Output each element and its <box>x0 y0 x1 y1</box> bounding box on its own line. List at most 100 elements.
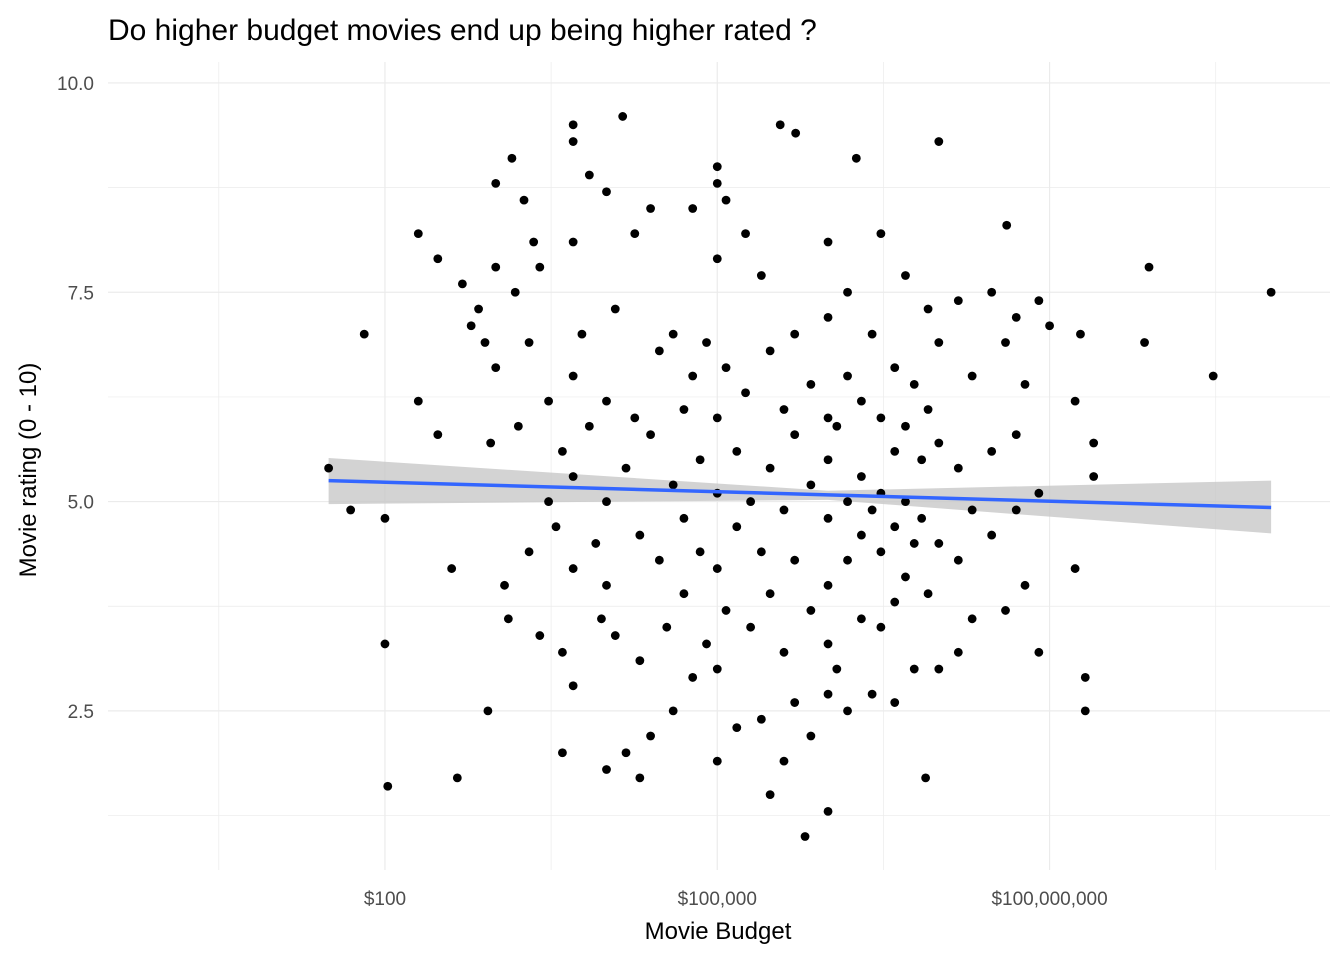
data-point <box>1011 430 1021 440</box>
data-point <box>779 756 789 766</box>
data-point <box>823 689 833 699</box>
data-point <box>602 396 611 406</box>
data-point <box>953 647 963 657</box>
data-point <box>535 631 545 640</box>
data-point <box>987 287 997 297</box>
data-point <box>876 413 886 423</box>
data-point <box>654 555 664 565</box>
x-axis-title: Movie Budget <box>645 918 792 945</box>
data-point <box>712 254 722 264</box>
data-point <box>568 137 578 146</box>
data-point <box>630 229 640 239</box>
data-point <box>876 547 886 557</box>
data-point <box>746 622 756 632</box>
data-point <box>1080 706 1090 716</box>
data-point <box>856 472 866 481</box>
data-point <box>1266 287 1276 297</box>
data-point <box>679 405 689 414</box>
data-point <box>765 463 775 473</box>
data-point <box>524 547 534 557</box>
data-point <box>823 413 833 423</box>
data-point <box>901 271 910 280</box>
data-point <box>524 338 534 347</box>
y-tick-label: 2.5 <box>68 702 94 723</box>
data-point <box>867 505 877 515</box>
data-point <box>513 421 523 431</box>
data-point <box>1034 296 1044 306</box>
data-point <box>1034 488 1044 498</box>
data-point <box>558 446 567 456</box>
data-point <box>876 622 886 632</box>
data-point <box>832 664 842 674</box>
data-point <box>702 338 711 347</box>
data-point <box>775 120 785 130</box>
data-point <box>491 363 501 373</box>
data-point <box>890 522 900 532</box>
data-point <box>433 430 443 440</box>
data-point <box>635 773 645 783</box>
data-point <box>1034 647 1044 657</box>
data-point <box>832 421 842 431</box>
data-point <box>923 589 933 599</box>
data-point <box>544 497 553 506</box>
x-tick-label: $100,000,000 <box>991 889 1107 910</box>
data-point <box>568 120 578 130</box>
y-tick-label: 5.0 <box>68 493 94 514</box>
data-point <box>688 673 698 682</box>
data-point <box>380 639 390 649</box>
data-point <box>602 187 611 197</box>
data-point <box>823 513 833 523</box>
data-point <box>823 806 833 816</box>
data-point <box>668 706 678 716</box>
data-point <box>732 522 742 532</box>
data-point <box>610 304 620 314</box>
data-point <box>602 580 611 590</box>
data-point <box>765 589 775 599</box>
data-point <box>452 773 462 783</box>
data-point <box>1070 564 1080 573</box>
data-point <box>823 639 833 649</box>
gridlines <box>108 62 1330 870</box>
data-point <box>646 204 655 213</box>
data-point <box>756 271 766 280</box>
data-point <box>500 580 509 590</box>
data-point <box>568 371 578 381</box>
data-point <box>791 128 801 138</box>
data-point <box>823 580 833 590</box>
data-point <box>909 664 919 674</box>
data-point <box>483 706 493 716</box>
data-point <box>712 413 722 423</box>
data-point <box>568 237 578 247</box>
data-point <box>695 455 705 465</box>
data-point <box>987 446 997 456</box>
data-point <box>712 756 722 766</box>
data-point <box>558 748 567 758</box>
data-point <box>765 346 775 356</box>
data-point <box>486 438 496 448</box>
x-tick-label: $100,000 <box>678 889 757 910</box>
data-point <box>790 329 800 339</box>
data-point <box>433 254 443 264</box>
data-point <box>688 204 698 213</box>
data-point <box>765 790 775 800</box>
data-point <box>1011 505 1021 515</box>
data-point <box>630 413 640 423</box>
data-point <box>646 430 655 440</box>
data-point <box>383 781 393 791</box>
data-point <box>843 287 852 297</box>
data-point <box>934 539 944 548</box>
data-point <box>1144 262 1154 272</box>
chart-title: Do higher budget movies end up being hig… <box>108 14 817 47</box>
data-point <box>491 262 501 272</box>
data-point <box>800 832 810 841</box>
data-point <box>856 614 866 624</box>
data-point <box>602 497 611 506</box>
data-point <box>568 564 578 573</box>
data-point <box>909 539 919 548</box>
data-point <box>1089 438 1099 448</box>
data-point <box>779 405 789 414</box>
data-point <box>529 237 539 247</box>
data-point <box>359 329 369 339</box>
data-point <box>1001 606 1010 615</box>
